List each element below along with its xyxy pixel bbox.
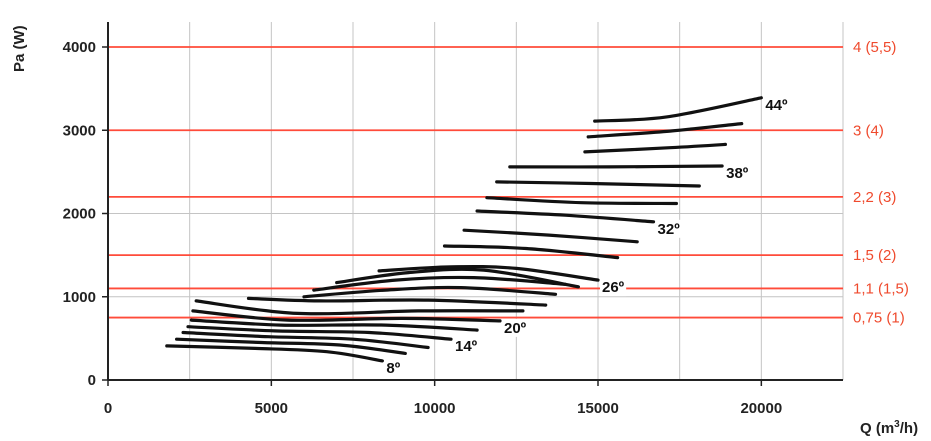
- x-axis-title: Q (m3/h): [860, 419, 918, 437]
- blade-curve: [508, 164, 724, 169]
- power-label: 3 (4): [853, 122, 884, 139]
- power-label: 1,1 (1,5): [853, 280, 909, 297]
- power-label: 4 (5,5): [853, 39, 896, 56]
- y-tick-label: 2000: [63, 206, 96, 223]
- curve-label-bg: [724, 164, 751, 183]
- curve-label-bg: [763, 95, 790, 114]
- curve-label: 26º: [602, 279, 625, 296]
- x-tick-label: 20000: [740, 400, 782, 417]
- curve-label-bg: [655, 219, 682, 238]
- blade-curve: [593, 96, 763, 123]
- y-tick-label: 4000: [63, 39, 96, 56]
- power-label: 0,75 (1): [853, 310, 905, 327]
- blade-curve: [462, 228, 639, 244]
- y-axis-title: Pa (W): [11, 25, 28, 72]
- x-tick-label: 15000: [577, 400, 619, 417]
- blade-curve: [442, 244, 620, 260]
- blade-curve: [377, 264, 600, 282]
- y-tick-label: 3000: [63, 122, 96, 139]
- blade-curve: [186, 325, 453, 341]
- blade-curve: [189, 318, 479, 332]
- curve-label-bg: [502, 318, 529, 337]
- blade-curve: [194, 299, 525, 316]
- curve-label: 38º: [726, 165, 749, 182]
- curve-label: 44º: [765, 97, 788, 114]
- curve-label-bg: [453, 337, 480, 356]
- blade-curve: [181, 330, 430, 350]
- blade-curve: [495, 180, 701, 188]
- blade-curve: [175, 337, 407, 355]
- blade-curve: [485, 196, 678, 206]
- blade-curve: [302, 285, 558, 299]
- blade-curve: [583, 142, 727, 154]
- power-label: 1,5 (2): [853, 247, 896, 264]
- blade-curve: [586, 122, 744, 139]
- blade-angle-curves: [165, 96, 763, 363]
- y-tick-label: 1000: [63, 289, 96, 306]
- curve-labels: 8º 14º 20º 26º 32º 38º 44º: [384, 95, 790, 377]
- tick-labels: 0 1000 2000 3000 4000 0 5000 10000 15000 20000: [63, 39, 783, 417]
- x-tick-label: 10000: [414, 400, 456, 417]
- y-tick-label: 0: [88, 372, 96, 389]
- curve-label-bg: [600, 278, 627, 297]
- x-tick-label: 5000: [255, 400, 288, 417]
- curve-label: 14º: [455, 338, 478, 355]
- blade-curve: [312, 275, 567, 292]
- blade-curve: [165, 344, 384, 363]
- blade-curve: [246, 296, 548, 307]
- curve-label: 20º: [504, 320, 527, 337]
- x-tick-label: 0: [104, 400, 112, 417]
- curve-label: 32º: [658, 221, 681, 238]
- grid: [108, 22, 844, 380]
- power-lines: 4 (5,5) 3 (4) 2,2 (3) 1,5 (2) 1,1 (1,5) 0,75 …: [108, 39, 909, 327]
- axes: [107, 22, 843, 381]
- blade-curve: [475, 209, 656, 224]
- power-label: 2,2 (3): [853, 189, 896, 206]
- blade-curve: [191, 309, 502, 323]
- curve-label-bg: [384, 358, 403, 377]
- curve-label: 8º: [386, 360, 400, 377]
- blade-curve: [335, 267, 580, 289]
